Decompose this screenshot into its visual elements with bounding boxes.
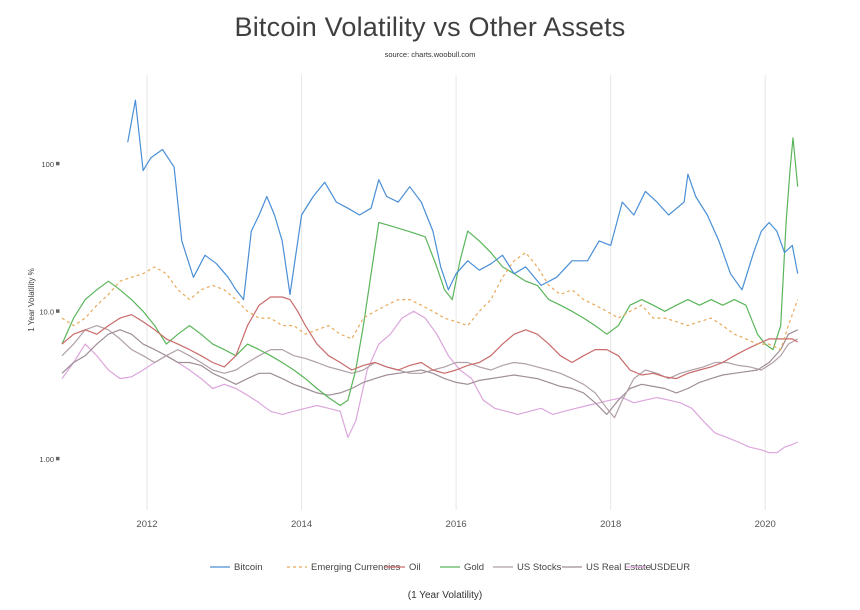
- legend-item-us-stocks[interactable]: US Stocks: [493, 562, 562, 573]
- series-line-us-stocks[interactable]: [61, 325, 798, 419]
- legend-label: Oil: [409, 562, 421, 573]
- legend-item-emerging-currencies[interactable]: Emerging Currencies: [287, 562, 400, 573]
- legend[interactable]: Bitcoin Emerging Currencies Oil Gold US Stoc…: [210, 562, 690, 573]
- legend-item-us-real-estate[interactable]: US Real Estate: [562, 562, 651, 573]
- x-tick-label: 2018: [600, 519, 621, 530]
- chart-caption: (1 Year Volatility): [408, 590, 483, 601]
- series-line-emerging-currencies[interactable]: [61, 252, 799, 351]
- y-axis-label: 1 Year Volatility %: [27, 268, 36, 332]
- y-tick-label: 1.00: [39, 455, 54, 464]
- series-line-oil[interactable]: [61, 296, 798, 380]
- legend-label: Emerging Currencies: [311, 562, 400, 573]
- series-line-bitcoin[interactable]: [127, 99, 799, 301]
- y-tick-mark: [56, 309, 60, 313]
- x-tick-label: 2012: [136, 519, 157, 530]
- legend-label: Bitcoin: [234, 562, 263, 573]
- y-tick-label: 10.0: [39, 307, 54, 316]
- x-tick-label: 2014: [291, 519, 312, 530]
- x-tick-label: 2016: [446, 519, 467, 530]
- series-lines: [61, 99, 799, 454]
- axis-labels: 2012 2014 2016 2018 2020 1.00 10.0 100: [39, 160, 775, 530]
- x-tick-label: 2020: [755, 519, 776, 530]
- legend-label: US Stocks: [517, 562, 562, 573]
- y-tick-label: 100: [41, 160, 54, 169]
- series-line-usdeur[interactable]: [61, 310, 798, 454]
- grid-lines: [146, 75, 766, 510]
- legend-item-usdeur[interactable]: USDEUR: [626, 562, 690, 573]
- y-tick-mark: [56, 456, 60, 461]
- chart-subtitle: source: charts.woobull.com: [384, 50, 476, 59]
- legend-item-oil[interactable]: Oil: [385, 562, 421, 573]
- y-tick-mark: [56, 161, 60, 166]
- legend-label: USDEUR: [650, 562, 690, 573]
- legend-item-gold[interactable]: Gold: [440, 562, 484, 573]
- chart-title: Bitcoin Volatility vs Other Assets: [234, 12, 626, 42]
- legend-label: Gold: [464, 562, 484, 573]
- legend-label: US Real Estate: [586, 562, 651, 573]
- legend-item-bitcoin[interactable]: Bitcoin: [210, 562, 263, 573]
- series-line-gold[interactable]: [61, 137, 799, 407]
- series-line-us-real-estate[interactable]: [61, 329, 798, 415]
